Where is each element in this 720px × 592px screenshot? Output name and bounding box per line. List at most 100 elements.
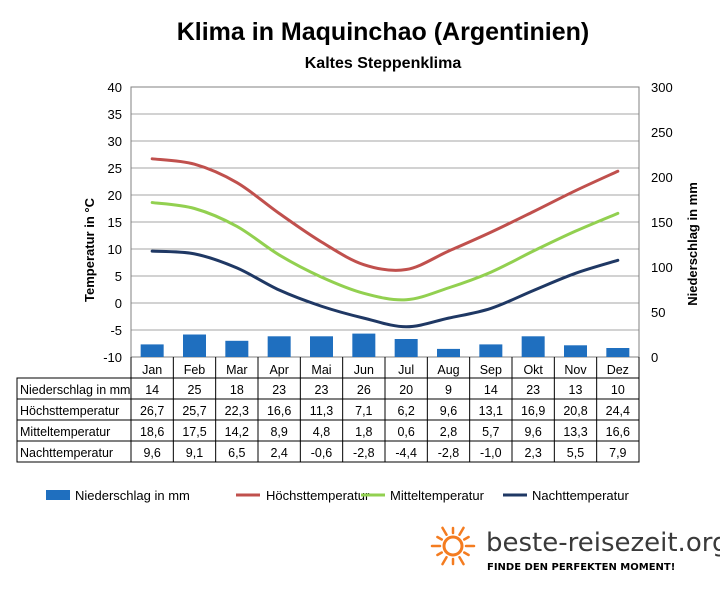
month-label: Okt <box>523 363 543 377</box>
month-label: Jan <box>142 363 162 377</box>
table-cell: 17,5 <box>182 425 206 439</box>
table-cell: 22,3 <box>225 404 249 418</box>
table-cell: 25 <box>188 383 202 397</box>
precipitation-bar <box>140 344 164 357</box>
precipitation-bar <box>352 333 376 357</box>
legend: Niederschlag in mm Höchsttemperatur Mittel… <box>46 488 629 503</box>
table-cell: 26 <box>357 383 371 397</box>
table-cell: 6,2 <box>397 404 414 418</box>
precipitation-bar <box>564 345 587 357</box>
chart-title: Klima in Maquinchao (Argentinien) <box>177 18 590 46</box>
y-left-tick-label: 5 <box>115 269 122 284</box>
table-cell: 9,6 <box>440 404 457 418</box>
table-cell: 14,2 <box>225 425 249 439</box>
legend-label: Niederschlag in mm <box>75 488 190 503</box>
temperature-lines <box>150 157 620 329</box>
series-line-höchsttemperatur <box>150 157 620 272</box>
table-cell: 9,6 <box>524 425 541 439</box>
table-cell: -2,8 <box>438 446 460 460</box>
table-cell: 20 <box>399 383 413 397</box>
table-cell: 2,4 <box>270 446 287 460</box>
sun-icon <box>430 526 476 566</box>
y-right-tick-label: 0 <box>651 350 658 365</box>
y-right-tick-label: 250 <box>651 125 673 140</box>
month-label: Sep <box>480 363 502 377</box>
month-label: Nov <box>564 363 587 377</box>
legend-label: Höchsttemperatur <box>266 488 370 503</box>
month-label: Dez <box>607 363 629 377</box>
branding: beste-reisezeit.org FINDE DEN PERFEKTEN … <box>430 526 720 573</box>
table-cell: 6,5 <box>228 446 245 460</box>
table-cell: 5,5 <box>567 446 584 460</box>
precipitation-bar <box>437 348 460 357</box>
y-left-tick-label: 0 <box>115 296 122 311</box>
table-cell: 7,1 <box>355 404 372 418</box>
precipitation-bar <box>394 339 418 357</box>
table-cell: 9 <box>445 383 452 397</box>
y-left-tick-label: -5 <box>110 323 122 338</box>
y-left-tick-label: 20 <box>108 188 122 203</box>
table-cell: 11,3 <box>310 404 333 418</box>
month-label: Mar <box>226 363 248 377</box>
table-cell: 18 <box>230 383 244 397</box>
table-cell: 20,8 <box>563 404 587 418</box>
month-label: Feb <box>184 363 206 377</box>
table-cell: 14 <box>145 383 159 397</box>
y-axis-right-ticks: 300 250 200 150 100 50 0 <box>651 80 673 365</box>
y-left-tick-label: 15 <box>108 215 122 230</box>
legend-label: Nachttemperatur <box>532 488 629 503</box>
month-label: Apr <box>269 363 288 377</box>
y-left-tick-label: 35 <box>108 107 122 122</box>
chart-subtitle: Kaltes Steppenklima <box>305 55 462 72</box>
table-cell: 16,9 <box>521 404 545 418</box>
table-row-header: Höchsttemperatur <box>20 404 119 418</box>
month-label: Jul <box>398 363 414 377</box>
y-right-tick-label: 150 <box>651 215 673 230</box>
table-cell: 13,3 <box>563 425 587 439</box>
precipitation-bars <box>140 333 630 357</box>
table-cell: 5,7 <box>482 425 499 439</box>
sun-ray <box>463 535 470 541</box>
table-row-header: Niederschlag in mm <box>20 383 130 397</box>
table-row-header: Mitteltemperatur <box>20 425 110 439</box>
table-row-header: Nachttemperatur <box>20 446 113 460</box>
month-label: Aug <box>437 363 459 377</box>
table-cell: 9,1 <box>186 446 203 460</box>
table-cell: 2,3 <box>524 446 541 460</box>
table-cell: 23 <box>272 383 286 397</box>
table-cell: -4,4 <box>395 446 417 460</box>
y-axis-left-label: Temperatur in °C <box>82 197 97 302</box>
y-left-tick-label: 25 <box>108 161 122 176</box>
table-cell: 13 <box>569 383 583 397</box>
table-cell: 7,9 <box>609 446 626 460</box>
precipitation-bar <box>267 336 291 357</box>
grid-lines <box>130 86 640 358</box>
table-cell: 2,8 <box>440 425 457 439</box>
precipitation-bar <box>225 340 249 357</box>
y-right-tick-label: 100 <box>651 260 673 275</box>
y-right-tick-label: 200 <box>651 170 673 185</box>
site-name: beste-reisezeit.org <box>486 528 720 558</box>
y-left-tick-label: -10 <box>103 350 122 365</box>
table-cell: 25,7 <box>182 404 206 418</box>
sun-ray <box>463 551 470 557</box>
site-tagline: FINDE DEN PERFEKTEN MOMENT! <box>487 562 675 573</box>
sun-ray <box>436 535 443 541</box>
table-cell: -1,0 <box>480 446 502 460</box>
precipitation-bar <box>310 336 333 357</box>
precipitation-bar <box>521 336 545 357</box>
sun-ray <box>458 526 465 536</box>
precipitation-bar <box>183 334 206 357</box>
table-cell: 1,8 <box>355 425 372 439</box>
y-right-tick-label: 300 <box>651 80 673 95</box>
sun-ray <box>458 556 465 566</box>
series-line-nachttemperatur <box>150 249 620 329</box>
y-left-tick-label: 40 <box>108 80 122 95</box>
table-cell: -0,6 <box>311 446 333 460</box>
precipitation-bar <box>479 344 503 357</box>
table-cell: 16,6 <box>267 404 291 418</box>
y-right-tick-label: 50 <box>651 305 665 320</box>
sun-core <box>442 535 464 557</box>
table-cell: -2,8 <box>353 446 375 460</box>
